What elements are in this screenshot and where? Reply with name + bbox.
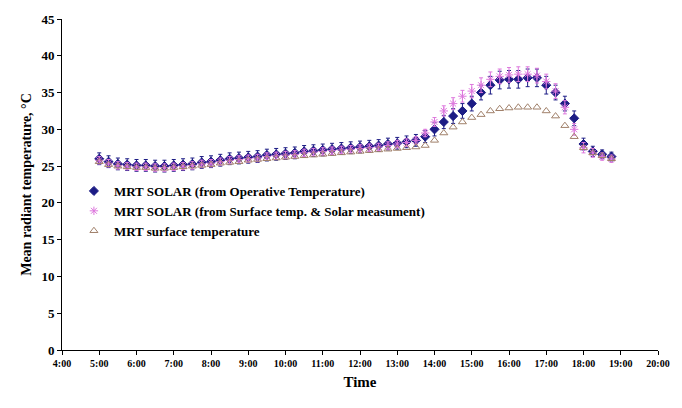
svg-text:11:00: 11:00 — [311, 358, 334, 369]
svg-text:10:00: 10:00 — [274, 358, 297, 369]
svg-text:20:00: 20:00 — [646, 358, 669, 369]
svg-text:0: 0 — [48, 343, 55, 358]
svg-text:16:00: 16:00 — [497, 358, 520, 369]
svg-text:19:00: 19:00 — [609, 358, 632, 369]
svg-text:45: 45 — [41, 12, 55, 27]
svg-text:8:00: 8:00 — [202, 358, 220, 369]
svg-text:9:00: 9:00 — [239, 358, 257, 369]
svg-text:MRT surface temperature: MRT surface temperature — [114, 224, 260, 239]
svg-text:Mean radiant temperature, °C: Mean radiant temperature, °C — [19, 93, 34, 276]
svg-text:14:00: 14:00 — [423, 358, 446, 369]
svg-text:Time: Time — [343, 374, 376, 390]
svg-text:30: 30 — [41, 122, 54, 137]
svg-text:7:00: 7:00 — [165, 358, 183, 369]
svg-text:5:00: 5:00 — [90, 358, 108, 369]
svg-text:17:00: 17:00 — [535, 358, 558, 369]
svg-text:13:00: 13:00 — [386, 358, 409, 369]
svg-text:25: 25 — [41, 159, 55, 174]
svg-text:MRT SOLAR (from Surface temp.: MRT SOLAR (from Surface temp. & Solar me… — [114, 204, 425, 219]
svg-text:35: 35 — [41, 85, 55, 100]
svg-text:15: 15 — [41, 232, 55, 247]
svg-text:5: 5 — [48, 306, 55, 321]
svg-text:40: 40 — [41, 48, 54, 63]
svg-text:12:00: 12:00 — [348, 358, 371, 369]
svg-text:10: 10 — [41, 269, 54, 284]
svg-text:4:00: 4:00 — [53, 358, 71, 369]
svg-text:MRT SOLAR (from Operative Temp: MRT SOLAR (from Operative Temperature) — [114, 184, 365, 199]
svg-text:20: 20 — [41, 195, 54, 210]
svg-text:6:00: 6:00 — [127, 358, 145, 369]
svg-text:18:00: 18:00 — [572, 358, 595, 369]
svg-text:15:00: 15:00 — [460, 358, 483, 369]
